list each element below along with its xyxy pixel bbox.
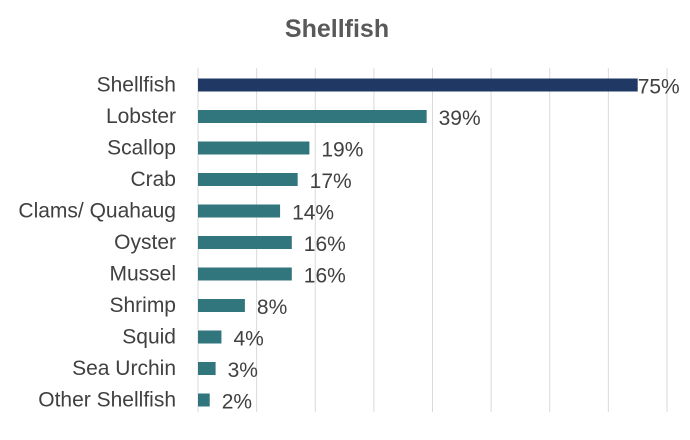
bar [198, 393, 210, 407]
category-label: Sea Urchin [72, 357, 176, 380]
category-labels: Shellfish Lobster Scallop Crab Clams/ Quahau… [18, 74, 176, 412]
category-label: Shrimp [109, 294, 176, 317]
data-label: 4% [233, 328, 263, 351]
gridlines [197, 68, 668, 412]
bar [198, 362, 216, 375]
category-label: Other Shellfish [38, 389, 176, 412]
bar [198, 330, 222, 344]
bar [198, 141, 310, 155]
bar [198, 267, 292, 281]
value-labels: 75% 39% 19% 17% 14% 16% 16% 8% 4% 3% 2% [222, 76, 680, 414]
category-label: Clams/ Quahaug [18, 200, 176, 223]
data-label: 14% [292, 202, 334, 225]
bar [198, 78, 638, 92]
data-label: 2% [222, 391, 252, 414]
data-label: 19% [321, 139, 363, 162]
category-label: Squid [122, 326, 176, 349]
category-label: Lobster [106, 105, 176, 128]
bar [198, 173, 298, 186]
category-label: Crab [130, 168, 176, 191]
category-label: Mussel [109, 263, 176, 286]
data-label: 75% [638, 76, 680, 99]
category-label: Oyster [114, 231, 176, 254]
bar [198, 204, 281, 218]
data-label: 17% [310, 170, 352, 193]
data-label: 8% [257, 296, 287, 319]
bars [198, 78, 638, 407]
data-label: 3% [228, 359, 258, 382]
data-label: 16% [304, 233, 346, 256]
chart-title: Shellfish [285, 15, 389, 43]
bar [198, 299, 245, 312]
data-label: 16% [304, 265, 346, 288]
category-label: Shellfish [97, 74, 176, 97]
bar [198, 110, 427, 123]
data-label: 39% [439, 107, 481, 130]
category-label: Scallop [107, 137, 176, 160]
bar [198, 236, 292, 249]
